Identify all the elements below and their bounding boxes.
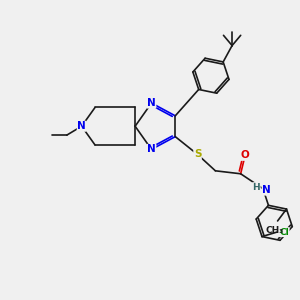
Text: N: N [147,144,156,154]
Text: CH₃: CH₃ [266,226,284,235]
Text: N: N [147,98,156,108]
Text: H: H [253,183,260,192]
Text: S: S [194,149,201,160]
Text: N: N [77,121,86,131]
Text: Cl: Cl [279,228,289,237]
Text: O: O [241,150,250,160]
Text: N: N [262,185,271,195]
